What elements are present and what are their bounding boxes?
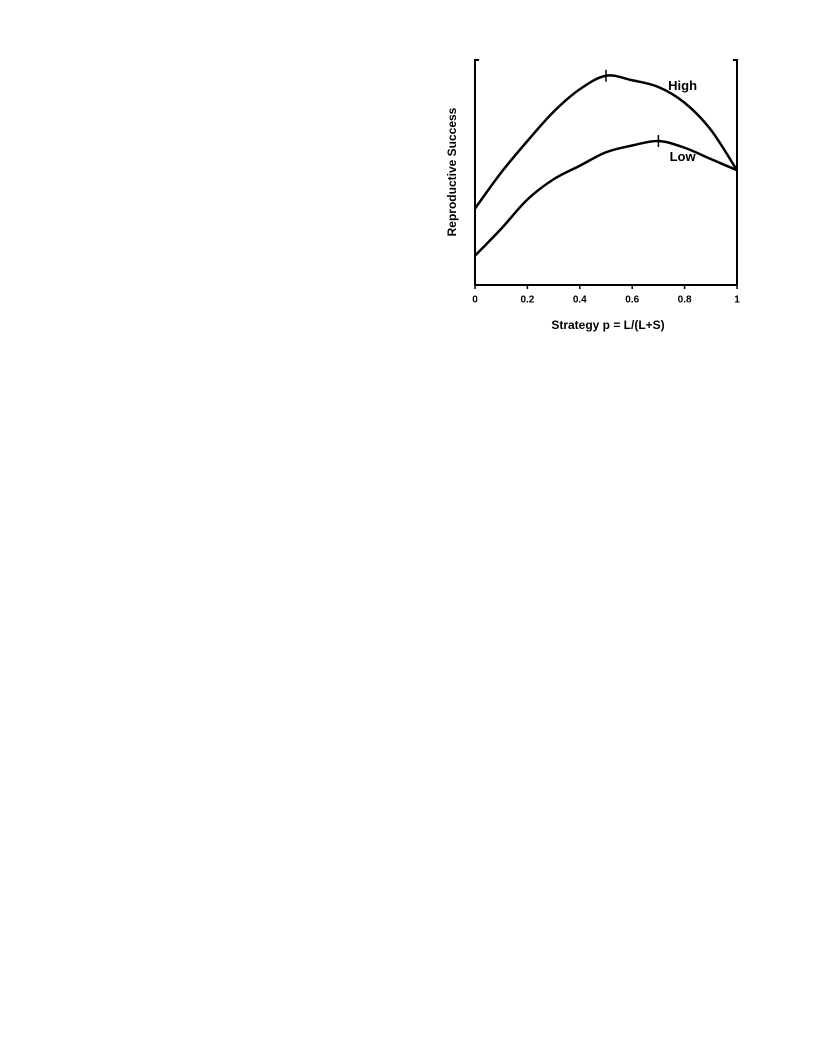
x-tick-label: 0 [472, 295, 478, 306]
series-label: High [668, 78, 697, 93]
x-tick-label: 1 [734, 295, 740, 306]
x-axis-label: Strategy p = L/(L+S) [551, 318, 664, 332]
x-tick-label: 0.6 [625, 295, 639, 306]
left-axis [474, 59, 479, 285]
x-tick-label: 0.4 [573, 295, 587, 306]
series-label: Low [670, 149, 697, 164]
y-axis-label: Reproductive Success [445, 107, 459, 236]
line [474, 139, 738, 257]
right-axis [733, 59, 738, 285]
line [473, 74, 739, 210]
x-tick-label: 0.8 [678, 295, 692, 306]
x-tick-label: 0.2 [520, 295, 534, 306]
